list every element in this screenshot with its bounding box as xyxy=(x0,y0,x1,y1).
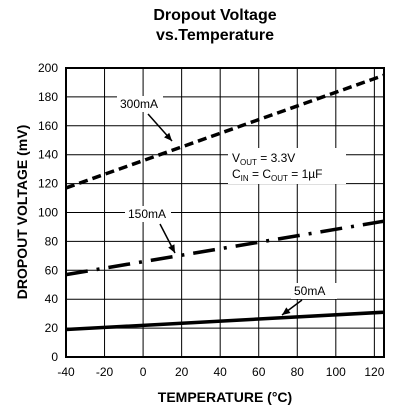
y-tick-label: 60 xyxy=(45,263,59,277)
series-label-arrowhead-2 xyxy=(282,307,291,315)
series-label-arrowhead-1 xyxy=(168,244,175,253)
series-label-bg xyxy=(291,283,337,299)
y-tick-label: 0 xyxy=(51,350,58,364)
series-label-2: 50mA xyxy=(294,284,325,298)
x-axis-label: TEMPERATURE (°C) xyxy=(158,389,292,405)
x-tick-label: 20 xyxy=(175,365,189,379)
y-tick-label: 180 xyxy=(38,90,58,104)
series-label-bg xyxy=(125,206,171,222)
series-label-0: 300mA xyxy=(120,97,158,111)
y-tick-label: 40 xyxy=(45,292,59,306)
series-label-bg xyxy=(117,96,163,112)
y-tick-label: 120 xyxy=(38,177,58,191)
y-tick-label: 80 xyxy=(45,234,59,248)
series-label-arrowhead-0 xyxy=(164,132,172,141)
series-label-1: 150mA xyxy=(128,207,166,221)
x-tick-label: 40 xyxy=(214,365,228,379)
series-line-0 xyxy=(65,73,385,190)
annotations: VOUT = 3.3V CIN = COUT = 1µF 300mA 150mA 5… xyxy=(117,96,346,316)
series-line-1 xyxy=(65,219,385,277)
y-tick-label: 200 xyxy=(38,61,58,75)
x-tick-label: 120 xyxy=(364,365,384,379)
chart-title: Dropout Voltage xyxy=(153,7,276,24)
y-tick-label: 140 xyxy=(38,148,58,162)
y-tick-label: 100 xyxy=(38,206,58,220)
plot-frame xyxy=(65,67,385,358)
x-tick-label: -20 xyxy=(96,365,114,379)
y-tick-label: 160 xyxy=(38,119,58,133)
y-tick-label: 20 xyxy=(45,321,59,335)
chart-subtitle: vs.Temperature xyxy=(156,27,274,44)
x-tick-label: -40 xyxy=(57,365,75,379)
series-line-2 xyxy=(65,310,385,332)
x-tick-label: 60 xyxy=(252,365,266,379)
y-axis-label: DROPOUT VOLTAGE (mV) xyxy=(14,125,30,299)
series xyxy=(65,73,385,332)
x-tick-label: 100 xyxy=(326,365,346,379)
axis-ticks: -40 -20 0 20 40 60 80 100 120 0 20 40 60 80 100 120 140 1… xyxy=(38,61,385,379)
conditions-box xyxy=(228,148,346,184)
conditions-line-2: CIN = COUT = 1µF xyxy=(232,167,323,183)
conditions-line-1: VOUT = 3.3V xyxy=(232,151,295,167)
x-tick-label: 0 xyxy=(140,365,147,379)
x-tick-label: 80 xyxy=(291,365,305,379)
